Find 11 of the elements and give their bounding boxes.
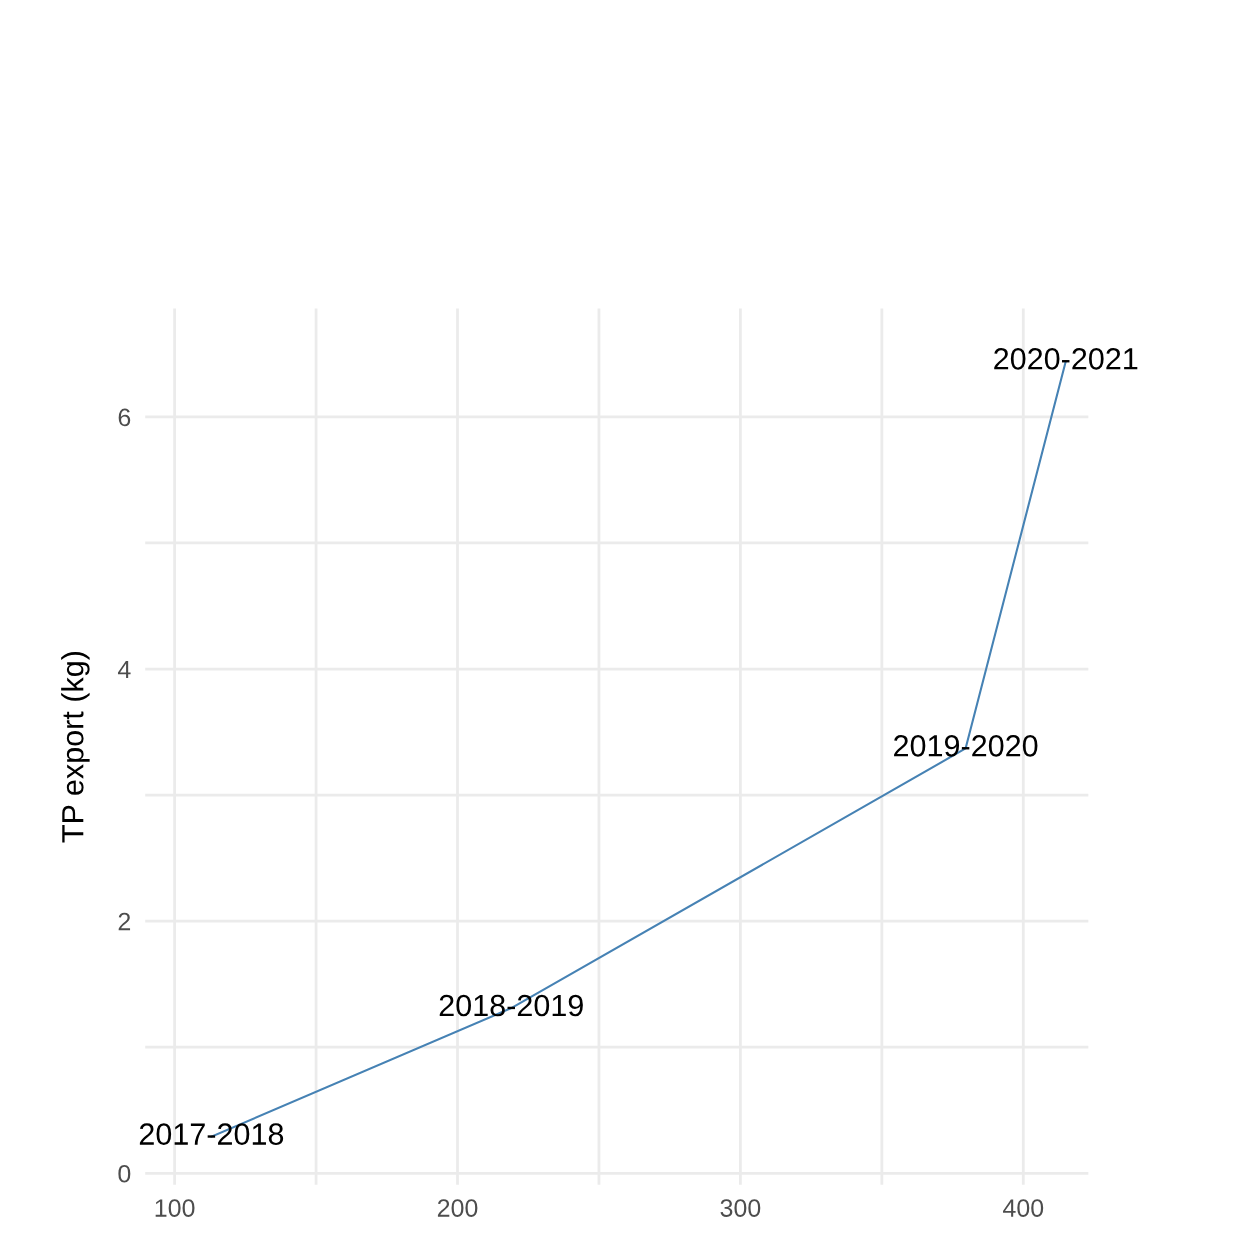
y-tick-label: 2 (118, 912, 131, 931)
x-tick-label: 400 (1003, 1199, 1044, 1217)
annotation: 2017-2018 (139, 1123, 284, 1145)
y-axis-title: TP export (kg) (61, 651, 90, 843)
annotation: 2020-2021 (994, 348, 1138, 370)
y-tick-label: 4 (117, 660, 131, 679)
y-tick-label: 6 (118, 408, 131, 427)
y-tick-label: 0 (118, 1164, 131, 1183)
x-tick-label: 100 (155, 1199, 195, 1217)
x-tick-label: 300 (720, 1199, 761, 1217)
x-tick-label: 200 (437, 1199, 478, 1217)
